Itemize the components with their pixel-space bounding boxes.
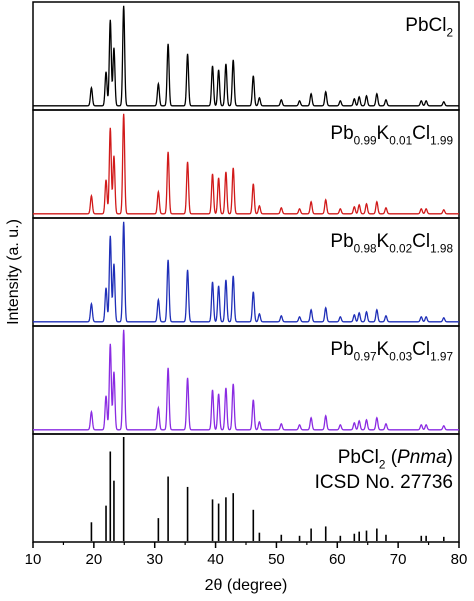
label-part: K [377, 123, 390, 144]
pattern-trace [33, 113, 459, 215]
label-part: 1.97 [430, 351, 453, 364]
x-tick-label: 30 [146, 551, 163, 568]
panel-1-label: Pb0.99K0.01Cl1.99 [330, 123, 453, 148]
panels-layer: PbCl2Pb0.99K0.01Cl1.99Pb0.98K0.02Cl1.98P… [32, 1, 460, 543]
label-part: 0.01 [389, 135, 412, 148]
label-part: PbCl [338, 447, 379, 468]
panel-frame [32, 217, 460, 327]
label-part: Cl [412, 123, 430, 144]
label-part: Pnma [397, 447, 447, 468]
label-part: Cl [412, 231, 430, 252]
panel-0: PbCl2 [32, 1, 460, 111]
label-part: 0.98 [354, 243, 377, 256]
panel-1: Pb0.99K0.01Cl1.99 [32, 109, 460, 219]
x-tick-label: 20 [86, 551, 103, 568]
x-tick-label: 10 [25, 551, 42, 568]
pattern-trace [33, 329, 459, 431]
label-part: 2 [446, 27, 453, 40]
panel-frame [32, 325, 460, 435]
label-part: K [377, 339, 390, 360]
label-part: Pb [330, 231, 353, 252]
x-axis: 10 20 30 40 50 60 70 80 [25, 542, 468, 568]
x-tick-label: 80 [451, 551, 468, 568]
label-part: PbCl [405, 15, 446, 36]
label-part: 0.03 [389, 351, 412, 364]
label-part: 0.02 [389, 243, 412, 256]
panel-2-label: Pb0.98K0.02Cl1.98 [330, 231, 453, 256]
x-tick-label: 50 [268, 551, 285, 568]
panel-frame [32, 109, 460, 219]
panel-3: Pb0.97K0.03Cl1.97 [32, 325, 460, 435]
label-part: 0.99 [354, 135, 377, 148]
x-tick-label: 70 [390, 551, 407, 568]
x-axis-title: 2θ (degree) [205, 577, 288, 594]
panel-4: PbCl2 (Pnma)ICSD No. 27736 [32, 433, 460, 543]
label-part: Cl [412, 339, 430, 360]
label-part: Pb [330, 339, 353, 360]
label-part: ( [385, 447, 397, 468]
panel-3-label: Pb0.97K0.03Cl1.97 [330, 339, 453, 364]
label-part: 2 [379, 459, 386, 472]
label-part: K [377, 231, 390, 252]
label-part: Pb [330, 123, 353, 144]
panel-frame [32, 1, 460, 111]
panel-4-label: PbCl2 (Pnma) [338, 447, 453, 472]
panel-4-label-line2: ICSD No. 27736 [315, 472, 453, 493]
label-part: 1.99 [430, 135, 453, 148]
x-tick-label: 40 [207, 551, 224, 568]
x-tick-label: 60 [329, 551, 346, 568]
label-part: ) [447, 447, 453, 468]
pattern-trace [33, 5, 459, 107]
pattern-trace [33, 221, 459, 323]
label-part: 1.98 [430, 243, 453, 256]
y-axis-title: Intensity (a. u.) [5, 219, 22, 325]
panel-0-label: PbCl2 [405, 15, 453, 40]
label-part: 0.97 [354, 351, 377, 364]
panel-2: Pb0.98K0.02Cl1.98 [32, 217, 460, 327]
